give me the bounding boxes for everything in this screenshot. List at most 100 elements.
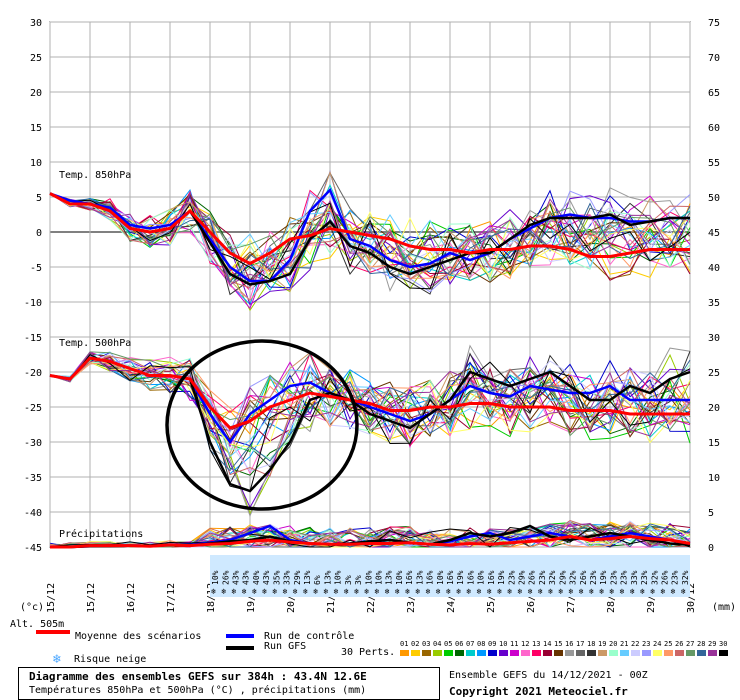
date-label: 26/12: [526, 583, 537, 613]
snowflake-icon: ❄: [569, 587, 574, 596]
snowflake-icon: ❄: [650, 587, 655, 596]
panel-label-t850: Temp. 850hPa: [59, 170, 131, 181]
perturbation-swatch: [653, 650, 662, 656]
right-tick-label: 10: [708, 473, 720, 484]
left-tick-label: -45: [24, 543, 42, 554]
perturbation-swatch: [510, 650, 519, 656]
snow-risk-value: 10%: [364, 570, 373, 585]
perturbation-number: 06: [455, 640, 464, 648]
date-label: 16/12: [126, 583, 137, 613]
snow-risk-value: 16%: [487, 570, 496, 585]
snowflake-icon: ❄: [579, 587, 584, 596]
snow-risk-value: 19%: [599, 570, 608, 585]
date-label: 20/12: [286, 583, 297, 613]
mean-line-precip: [50, 534, 691, 549]
snowflake-icon: ❄: [609, 587, 614, 596]
date-label: 27/12: [566, 583, 577, 613]
snowflake-icon: ❄: [548, 587, 553, 596]
perturbation-number: 25: [664, 640, 673, 648]
snowflake-icon: ❄: [487, 587, 492, 596]
perturbation-count-label: 30 Perts.: [341, 647, 396, 658]
snowflake-icon: ❄: [497, 587, 502, 596]
snow-band-bg: [210, 555, 690, 597]
snow-risk-value: 32%: [681, 570, 690, 585]
snow-risk-value: 10%: [211, 570, 220, 585]
snowflake-icon: ❄: [334, 587, 339, 596]
right-tick-label: 65: [708, 88, 720, 99]
ensemble-line-t500: [49, 356, 691, 475]
snow-risk-value: 40%: [252, 570, 261, 585]
left-tick-label: 10: [30, 158, 42, 169]
left-tick-label: -10: [24, 298, 42, 309]
perturbation-swatch: [532, 650, 541, 656]
left-tick-label: -20: [24, 368, 42, 379]
main-series: [49, 187, 691, 549]
perturbation-swatch: [499, 650, 508, 656]
perturbation-number: 02: [411, 640, 420, 648]
legend-mean-label: Moyenne des scénarios: [75, 631, 202, 642]
snowflake-icon: ❄: [221, 587, 226, 596]
right-tick-label: 40: [708, 263, 720, 274]
perturbation-number: 10: [499, 640, 508, 648]
snowflake-icon: ❄: [283, 587, 288, 596]
date-label: 22/12: [366, 583, 377, 613]
snowflake-icon: ❄: [375, 587, 380, 596]
snowflake-icon: ❄: [354, 587, 359, 596]
snowflake-icon: ❄: [589, 587, 594, 596]
snow-risk-value: 16%: [405, 570, 414, 585]
ensemble-line-t500: [49, 361, 691, 428]
date-label: 21/12: [326, 583, 337, 613]
snowflake-icon: ❄: [323, 587, 328, 596]
perturbation-swatch: [675, 650, 684, 656]
copyright: Copyright 2021 Meteociel.fr: [449, 685, 628, 698]
perturbation-swatch: [433, 650, 442, 656]
ensemble-line-t850: [49, 193, 691, 282]
left-tick-label: 20: [30, 88, 42, 99]
snow-risk-value: 10%: [375, 570, 384, 585]
date-label: 29/12: [646, 583, 657, 613]
perturbation-number: 15: [554, 640, 563, 648]
snow-risk-value: 13%: [323, 570, 332, 585]
snow-risk-value: 19%: [456, 570, 465, 585]
perturbation-swatch: [400, 650, 409, 656]
perturbation-swatch: [708, 650, 717, 656]
snow-risk-value: 3%: [354, 575, 363, 585]
perturbation-number: 04: [433, 640, 442, 648]
run-info: Ensemble GEFS du 14/12/2021 - 00Z: [449, 670, 648, 681]
snowflake-icon: ❄: [660, 587, 665, 596]
left-tick-label: 25: [30, 53, 42, 64]
snow-risk-value: 33%: [630, 570, 639, 585]
snowflake-icon: ❄: [344, 587, 349, 596]
perturbation-number: 19: [598, 640, 607, 648]
snowflake-icon: ❄: [477, 587, 482, 596]
chart-subtitle: Températures 850hPa et 500hPa (°C) , pré…: [29, 685, 367, 696]
ensemble-line-t500: [49, 351, 691, 445]
legend-control-swatch: [226, 634, 254, 638]
legend-mean-swatch: [36, 630, 70, 634]
snowflake-icon: ❄: [630, 587, 635, 596]
perturbation-swatch: [444, 650, 453, 656]
chart-title: Diagramme des ensembles GEFS sur 384h : …: [29, 670, 367, 683]
perturbation-swatch: [565, 650, 574, 656]
ensemble-line-t850: [49, 193, 691, 271]
perturbation-number: 12: [521, 640, 530, 648]
snow-risk-value: 32%: [548, 570, 557, 585]
snowflake-icon: ❄: [313, 587, 318, 596]
snowflake-icon: ❄: [405, 587, 410, 596]
snow-risk-value: 26%: [660, 570, 669, 585]
snowflake-icon: ❄: [671, 587, 676, 596]
perturbation-swatch: [521, 650, 530, 656]
left-tick-label: -5: [30, 263, 42, 274]
perturbation-swatch: [543, 650, 552, 656]
ensemble-line-t500: [49, 361, 691, 448]
ensemble-line-t500: [49, 352, 691, 472]
snow-risk-value: 3%: [344, 575, 353, 585]
left-axis-unit: (°c): [20, 602, 44, 613]
perturbation-swatch: [477, 650, 486, 656]
snowflake-icon: ❄: [211, 587, 216, 596]
left-tick-label: 30: [30, 18, 42, 29]
perturbation-number: 09: [488, 640, 497, 648]
